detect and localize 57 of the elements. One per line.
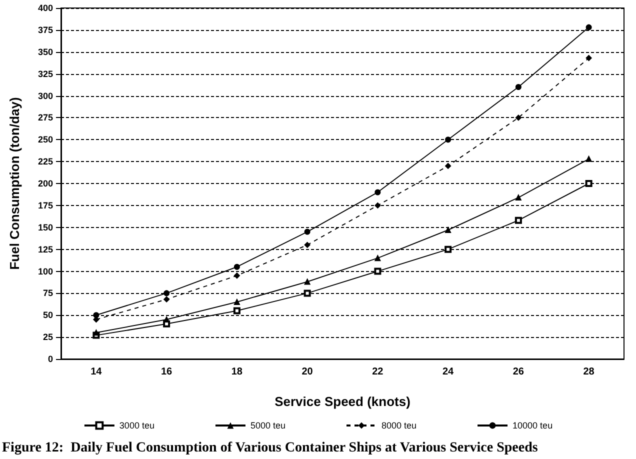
y-tick-label: 300 bbox=[38, 90, 53, 101]
y-tick-label: 100 bbox=[38, 266, 53, 276]
y-tick-label: 350 bbox=[38, 46, 53, 57]
x-tick-label: 28 bbox=[583, 366, 595, 378]
x-tick-label: 24 bbox=[442, 366, 454, 378]
point bbox=[374, 189, 381, 196]
x-tick-label: 26 bbox=[512, 366, 524, 378]
point bbox=[93, 312, 100, 318]
point bbox=[374, 268, 382, 275]
x-axis-title: Service Speed (knots) bbox=[274, 394, 410, 409]
caption: Figure 12: Daily Fuel Consumption of Various Container Ships at Various Service Speeds bbox=[2, 440, 538, 456]
legend-label: 8000 teu bbox=[381, 420, 417, 430]
x-tick-label: 16 bbox=[161, 366, 173, 378]
point bbox=[164, 296, 170, 302]
y-tick-label: 175 bbox=[38, 200, 53, 210]
point bbox=[304, 242, 310, 248]
x-tick-label: 14 bbox=[90, 366, 102, 378]
point bbox=[164, 290, 170, 296]
point bbox=[445, 136, 452, 143]
legend-label: 3000 teu bbox=[119, 420, 154, 430]
point bbox=[586, 156, 592, 162]
y-tick-label: 25 bbox=[42, 332, 53, 342]
point bbox=[304, 228, 310, 235]
point bbox=[374, 255, 381, 262]
x-tick-label: 22 bbox=[372, 366, 384, 378]
point bbox=[304, 290, 311, 297]
legend-label: 10000 teu bbox=[512, 420, 553, 430]
y-tick-label: 125 bbox=[38, 244, 53, 254]
point bbox=[515, 114, 522, 121]
point bbox=[234, 264, 240, 270]
y-tick-label: 0 bbox=[48, 354, 53, 364]
x-tick-label: 20 bbox=[302, 366, 314, 378]
x-tick-label: 18 bbox=[231, 366, 243, 378]
point bbox=[234, 298, 240, 305]
y-tick-label: 75 bbox=[42, 288, 53, 298]
point bbox=[585, 180, 592, 187]
point bbox=[374, 202, 381, 208]
y-tick-label: 200 bbox=[38, 178, 53, 188]
y-tick-label: 400 bbox=[38, 3, 53, 13]
y-tick-label: 275 bbox=[38, 112, 53, 123]
point bbox=[586, 55, 592, 62]
y-tick-label: 225 bbox=[38, 156, 53, 167]
point bbox=[586, 24, 592, 30]
point bbox=[234, 272, 240, 279]
y-tick-label: 50 bbox=[42, 310, 53, 320]
legend-label: 5000 teu bbox=[250, 420, 286, 430]
point bbox=[233, 307, 240, 314]
point bbox=[515, 84, 522, 90]
y-tick-label: 375 bbox=[38, 24, 53, 35]
y-axis-title: Fuel Consumption (ton/day) bbox=[7, 97, 22, 270]
point bbox=[304, 278, 310, 285]
y-tick-label: 325 bbox=[38, 68, 53, 79]
y-tick-label: 150 bbox=[38, 222, 53, 232]
point bbox=[514, 216, 522, 224]
point bbox=[444, 246, 452, 253]
point bbox=[445, 162, 452, 169]
y-tick-label: 250 bbox=[38, 134, 53, 145]
